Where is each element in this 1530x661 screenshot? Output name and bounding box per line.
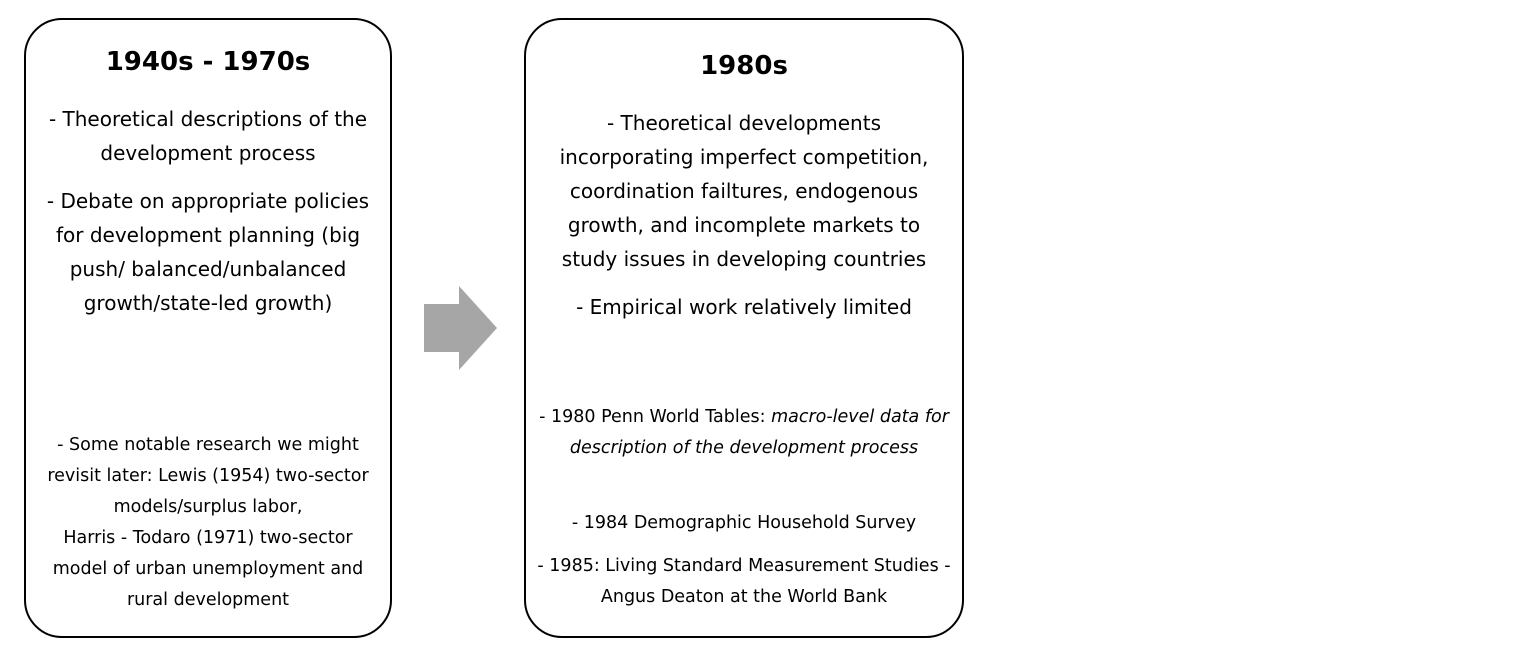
data-source-lsms: - 1985: Living Standard Measurement Stud… xyxy=(537,556,951,607)
empirical-work-point: - Empirical work relatively limited xyxy=(576,295,912,319)
notable-research-harris-todaro: Harris - Todaro (1971) two-sector model … xyxy=(52,528,364,610)
period-box-1940s-1970s: 1940s - 1970s - Theoretical descriptions… xyxy=(24,18,392,638)
period-box-1980s: 1980s - Theoretical developments incorpo… xyxy=(524,18,964,638)
data-source-demographic-survey: - 1984 Demographic Household Survey xyxy=(571,513,917,533)
policy-debate-point: - Debate on appropriate policies for dev… xyxy=(46,189,370,315)
penn-world-tables-description: macro-level data for description of the … xyxy=(569,407,949,458)
arrow-shape xyxy=(424,286,497,370)
data-source-penn-world-tables: - 1980 Penn World Tables: macro-level da… xyxy=(536,402,952,464)
theory-developments-point: - Theoretical developments incorporating… xyxy=(559,111,929,271)
right-arrow-icon xyxy=(424,286,497,370)
notable-research-lewis: - Some notable research we might revisit… xyxy=(47,435,369,517)
period-title: 1940s - 1970s xyxy=(105,47,311,77)
theory-description-point: - Theoretical descriptions of the develo… xyxy=(48,107,368,165)
penn-world-tables-label: - 1980 Penn World Tables: xyxy=(539,407,772,427)
period-title: 1980s xyxy=(700,51,788,81)
